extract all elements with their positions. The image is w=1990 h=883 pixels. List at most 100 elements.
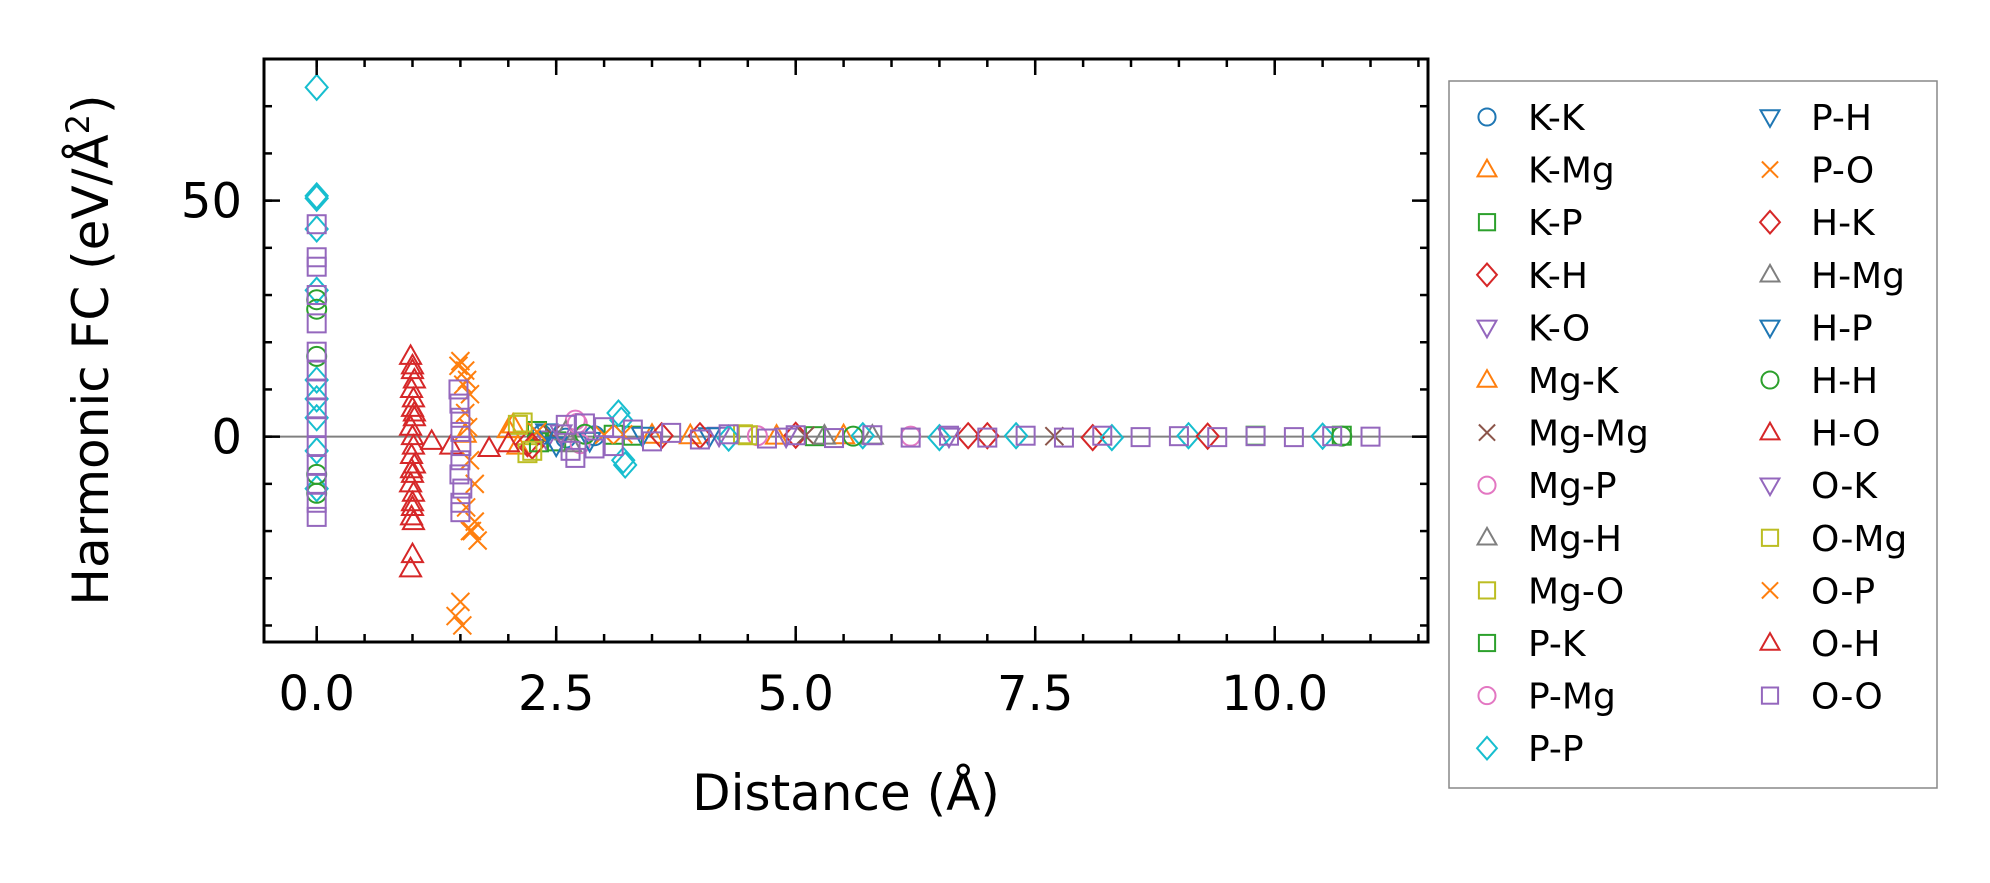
series-h-o (398, 343, 521, 578)
data-point (936, 427, 962, 450)
series-o-o (306, 214, 1381, 527)
plot-frame (262, 57, 1430, 644)
legend-label: Mg-K (1528, 361, 1620, 402)
data-point (398, 414, 423, 436)
legend-marker (1758, 209, 1782, 235)
data-point (450, 502, 471, 523)
legend-entry: K-H (1475, 256, 1588, 297)
legend-marker (1758, 631, 1782, 651)
x-tick-label: 0.0 (279, 666, 355, 722)
data-point (452, 478, 473, 499)
data-point (574, 413, 595, 434)
data-point (398, 470, 423, 493)
data-point (401, 508, 426, 531)
data-point (304, 403, 330, 432)
y-axis-label-end: ) (62, 94, 120, 114)
data-point (400, 494, 425, 516)
data-point (419, 428, 444, 450)
legend-marker (1475, 262, 1499, 288)
data-point (399, 456, 424, 479)
y-tick-label: 50 (181, 174, 242, 230)
legend-label: H-P (1811, 308, 1873, 349)
legend-marker (1758, 477, 1782, 498)
legend-label: O-K (1811, 466, 1878, 507)
legend-marker (1760, 528, 1780, 547)
legend-entry: O-P (1761, 571, 1875, 612)
data-point (974, 421, 1000, 450)
data-point (306, 214, 327, 235)
data-point (977, 427, 998, 448)
legend-marker (1477, 581, 1497, 600)
data-point (1176, 421, 1201, 450)
legend-frame (1448, 80, 1938, 789)
data-point (534, 423, 559, 445)
legend-entry: H-H (1760, 361, 1878, 402)
legend-marker (1761, 581, 1779, 600)
data-point (1360, 426, 1381, 447)
data-point (642, 431, 662, 452)
legend-marker (1760, 686, 1780, 705)
data-point (1168, 426, 1189, 447)
legend-label: P-P (1528, 729, 1584, 770)
legend-entry: K-K (1477, 98, 1586, 139)
data-point (560, 440, 581, 461)
data-point (496, 430, 521, 453)
data-point (306, 285, 327, 306)
data-points-layer (304, 73, 1381, 636)
legend-entry: O-K (1758, 466, 1878, 507)
y-axis-label-superscript: 2 (59, 114, 97, 134)
data-point (1283, 427, 1304, 448)
data-point (862, 425, 883, 446)
data-point (1080, 423, 1106, 452)
data-point (689, 429, 710, 450)
legend-label: P-K (1528, 624, 1587, 665)
data-point (456, 497, 476, 518)
data-point (460, 384, 480, 404)
data-point (448, 379, 469, 400)
data-point (534, 430, 559, 453)
data-point (445, 606, 466, 626)
series-k-h (515, 421, 1106, 458)
data-point (756, 428, 777, 449)
legend-marker (1475, 368, 1499, 388)
data-point (449, 393, 470, 414)
legend-entry: H-K (1758, 203, 1876, 244)
legend-entry: P-K (1477, 624, 1587, 665)
legend-entry: K-Mg (1475, 151, 1615, 192)
legend-label: K-O (1528, 308, 1590, 349)
data-point (306, 256, 327, 277)
legend-label: O-O (1811, 677, 1883, 718)
data-point (400, 357, 425, 380)
data-point (462, 521, 482, 541)
data-point (304, 384, 330, 413)
legend-marker (1475, 735, 1499, 761)
legend-entry: O-Mg (1760, 519, 1907, 560)
legend-label: Mg-P (1528, 466, 1617, 507)
data-point (450, 592, 471, 612)
x-tick-label: 7.5 (997, 666, 1073, 722)
data-point (606, 399, 631, 428)
data-point (306, 298, 328, 320)
legend-marker (1761, 160, 1779, 179)
legend-entry: Mg-Mg (1478, 414, 1649, 455)
data-point (450, 407, 471, 428)
x-tick-label: 5.0 (758, 666, 834, 722)
data-point (306, 492, 327, 513)
data-point (1053, 427, 1074, 448)
data-point (622, 419, 643, 440)
legend-entry: O-H (1758, 624, 1880, 665)
data-point (453, 375, 473, 395)
x-tick-label: 2.5 (518, 666, 594, 722)
legend-label: O-H (1811, 624, 1880, 665)
data-point (1322, 426, 1343, 447)
legend-marker (1758, 420, 1782, 441)
legend-entry: Mg-H (1475, 519, 1622, 560)
series-o-mg (512, 412, 758, 461)
legend-entry: H-P (1758, 308, 1873, 349)
legend-marker (1758, 319, 1782, 340)
data-point (304, 181, 330, 210)
legend-label: K-P (1528, 203, 1583, 244)
data-point (450, 351, 471, 371)
legend-label: H-Mg (1811, 256, 1905, 297)
legend-label: P-Mg (1528, 677, 1616, 718)
